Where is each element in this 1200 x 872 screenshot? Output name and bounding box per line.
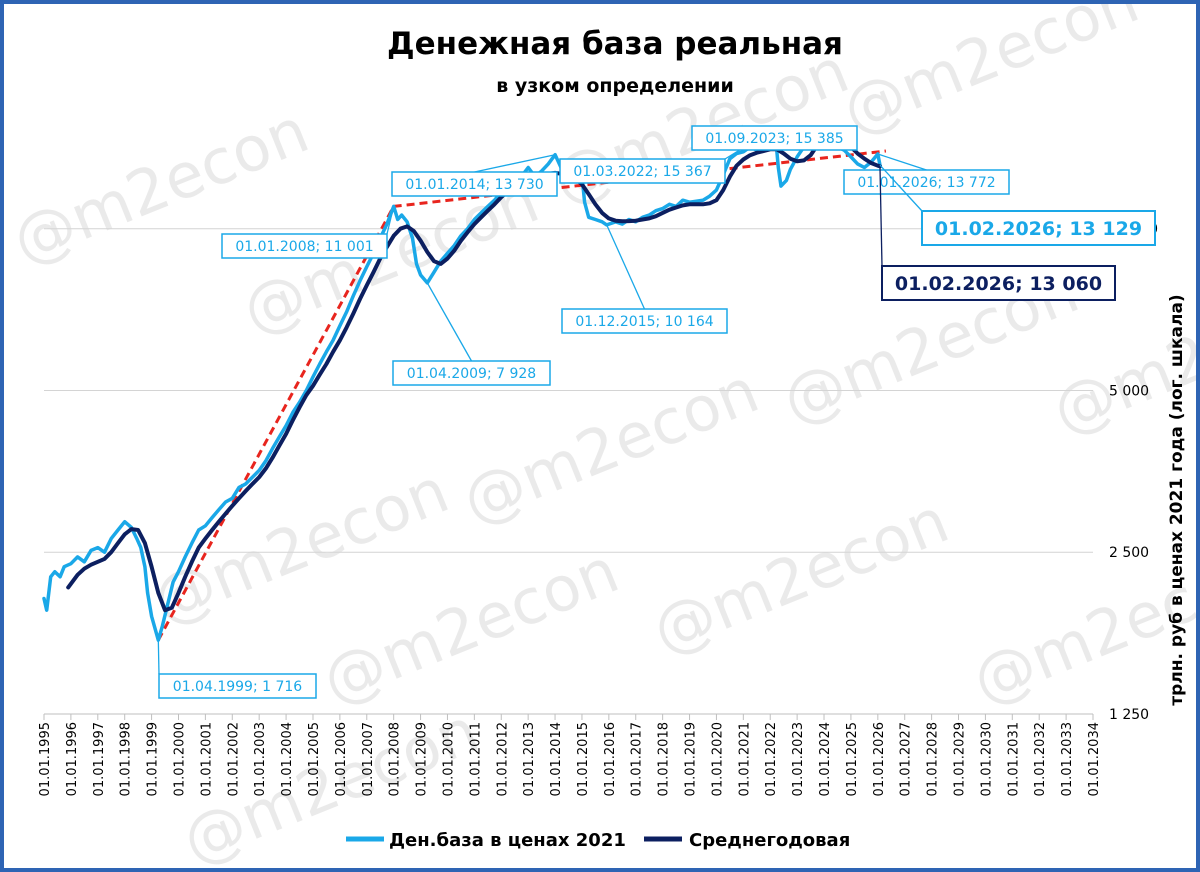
x-tick-label: 01.01.1997 (92, 722, 107, 796)
x-tick-label: 01.01.2012 (495, 722, 510, 796)
x-tick-label: 01.01.2030 (979, 722, 994, 796)
annotation-leader (426, 282, 473, 362)
annotation-leader (877, 153, 927, 171)
y-axis-title: трлн. руб в ценах 2021 года (лог. шкала) (1167, 294, 1187, 705)
x-tick-label: 01.01.2016 (603, 722, 618, 796)
annotation-box (392, 360, 551, 386)
x-tick-label: 01.01.2009 (415, 722, 430, 796)
annotation-label: 01.04.1999; 1 716 (173, 679, 302, 695)
x-tick-label: 01.01.2014 (549, 722, 564, 796)
annotation-leader (606, 224, 646, 310)
x-axis: 01.01.1995 01.01.1996 01.01.1997 01.01.1998… (38, 713, 1102, 796)
legend-label-series-1: Ден.база в ценах 2021 (389, 830, 626, 851)
x-tick-label: 01.01.2006 (334, 722, 349, 796)
annotation-label: 01.03.2022; 15 367 (573, 164, 711, 180)
x-tick-label: 01.01.2018 (657, 722, 672, 796)
annotation-callout: 01.01.2026; 13 772 (843, 153, 1010, 195)
y-tick-label: 2 500 (1109, 545, 1149, 561)
annotation-callout: 01.01.2008; 11 001 (221, 206, 395, 259)
x-tick-label: 01.01.2013 (522, 722, 537, 796)
y-tick-label: 1 250 (1109, 707, 1149, 723)
x-tick-label: 01.01.2032 (1033, 722, 1048, 796)
annotation-leader (879, 164, 923, 212)
annotation-label: 01.01.2008; 11 001 (235, 239, 373, 255)
x-tick-label: 01.01.2010 (441, 722, 456, 796)
x-tick-label: 01.01.2004 (280, 722, 295, 796)
x-tick-label: 01.01.2027 (899, 722, 914, 796)
annotation-box (843, 169, 1010, 195)
annotation-label: 01.12.2015; 10 164 (575, 314, 713, 330)
annotation-leader (157, 640, 160, 675)
x-tick-label: 01.01.2023 (791, 722, 806, 796)
chart-subtitle: в узком определении (496, 75, 734, 97)
x-tick-label: 01.01.2005 (307, 722, 322, 796)
x-tick-label: 01.01.2022 (764, 722, 779, 796)
chart: @m2econ@m2econ@m2econ@m2econ@m2econ@m2ec… (4, 4, 1196, 868)
x-tick-label: 01.01.2011 (468, 722, 483, 796)
legend-label-series-2: Среднегодовая (689, 830, 850, 851)
legend: Ден.база в ценах 2021 Среднегодовая (346, 830, 850, 851)
x-tick-label: 01.01.2033 (1060, 722, 1075, 796)
x-tick-label: 01.01.2019 (684, 722, 699, 796)
annotation-callout: 01.12.2015; 10 164 (561, 224, 728, 334)
x-tick-label: 01.01.1995 (38, 722, 53, 796)
x-tick-label: 01.01.1998 (119, 722, 134, 796)
watermark-text: @m2econ (962, 534, 1196, 718)
annotation-label: 01.09.2023; 15 385 (705, 131, 843, 147)
x-tick-label: 01.01.2000 (172, 722, 187, 796)
annotation-label: 01.01.2014; 13 730 (405, 177, 543, 193)
x-tick-label: 01.01.2026 (872, 722, 887, 796)
x-tick-label: 01.01.2029 (953, 722, 968, 796)
x-tick-label: 01.01.2031 (1006, 722, 1021, 796)
annotation-box (221, 233, 388, 259)
annotation-label: 01.02.2026; 13 060 (895, 273, 1102, 295)
x-tick-label: 01.01.2003 (253, 722, 268, 796)
x-tick-label: 01.01.2017 (630, 722, 645, 796)
x-tick-label: 01.01.2015 (576, 722, 591, 796)
annotation-box (691, 125, 858, 151)
annotation-callout: 01.02.2026; 13 129 (879, 164, 1156, 246)
annotation-box (391, 171, 558, 197)
watermark-text: @m2econ (832, 4, 1148, 148)
annotation-box (881, 265, 1116, 301)
annotation-leader (879, 166, 883, 267)
chart-title: Денежная база реальная (387, 26, 843, 62)
x-tick-label: 01.01.2021 (737, 722, 752, 796)
annotation-leader (474, 154, 556, 173)
y-tick-label: 5 000 (1109, 383, 1149, 399)
x-tick-label: 01.01.2025 (845, 722, 860, 796)
x-tick-label: 01.01.1999 (146, 722, 161, 796)
annotation-box (158, 673, 317, 699)
annotation-box (561, 308, 728, 334)
x-tick-label: 01.01.2002 (226, 722, 241, 796)
series-line-annual-average (66, 132, 882, 613)
x-tick-label: 01.01.2020 (710, 722, 725, 796)
annotation-callout: 01.01.2014; 13 730 (391, 154, 558, 197)
annotation-label: 01.04.2009; 7 928 (407, 366, 536, 382)
watermark-text: @m2econ (312, 534, 628, 718)
x-tick-label: 01.01.2001 (199, 722, 214, 796)
annotation-box (559, 158, 726, 184)
annotations: 01.04.1999; 1 716 01.01.2008; 11 001 01.04… (157, 125, 1156, 699)
annotation-box (921, 210, 1156, 246)
trend-line (156, 205, 395, 641)
x-tick-label: 01.01.2007 (361, 722, 376, 796)
annotation-callout: 01.04.1999; 1 716 (157, 640, 317, 699)
x-tick-label: 01.01.2024 (818, 722, 833, 796)
annotation-callout: 01.02.2026; 13 060 (879, 166, 1116, 301)
annotation-leader (386, 206, 395, 235)
annotation-label: 01.01.2026; 13 772 (857, 175, 995, 191)
annotation-callout: 01.04.2009; 7 928 (392, 282, 551, 386)
x-tick-label: 01.01.2028 (926, 722, 941, 796)
annotation-callout: 01.03.2022; 15 367 (559, 127, 776, 184)
x-tick-label: 01.01.1996 (65, 722, 80, 796)
x-tick-label: 01.01.2034 (1087, 722, 1102, 796)
x-tick-label: 01.01.2008 (388, 722, 403, 796)
annotation-label: 01.02.2026; 13 129 (935, 218, 1142, 240)
annotation-callout: 01.09.2023; 15 385 (691, 125, 858, 151)
watermark-text: @m2econ (642, 484, 958, 668)
